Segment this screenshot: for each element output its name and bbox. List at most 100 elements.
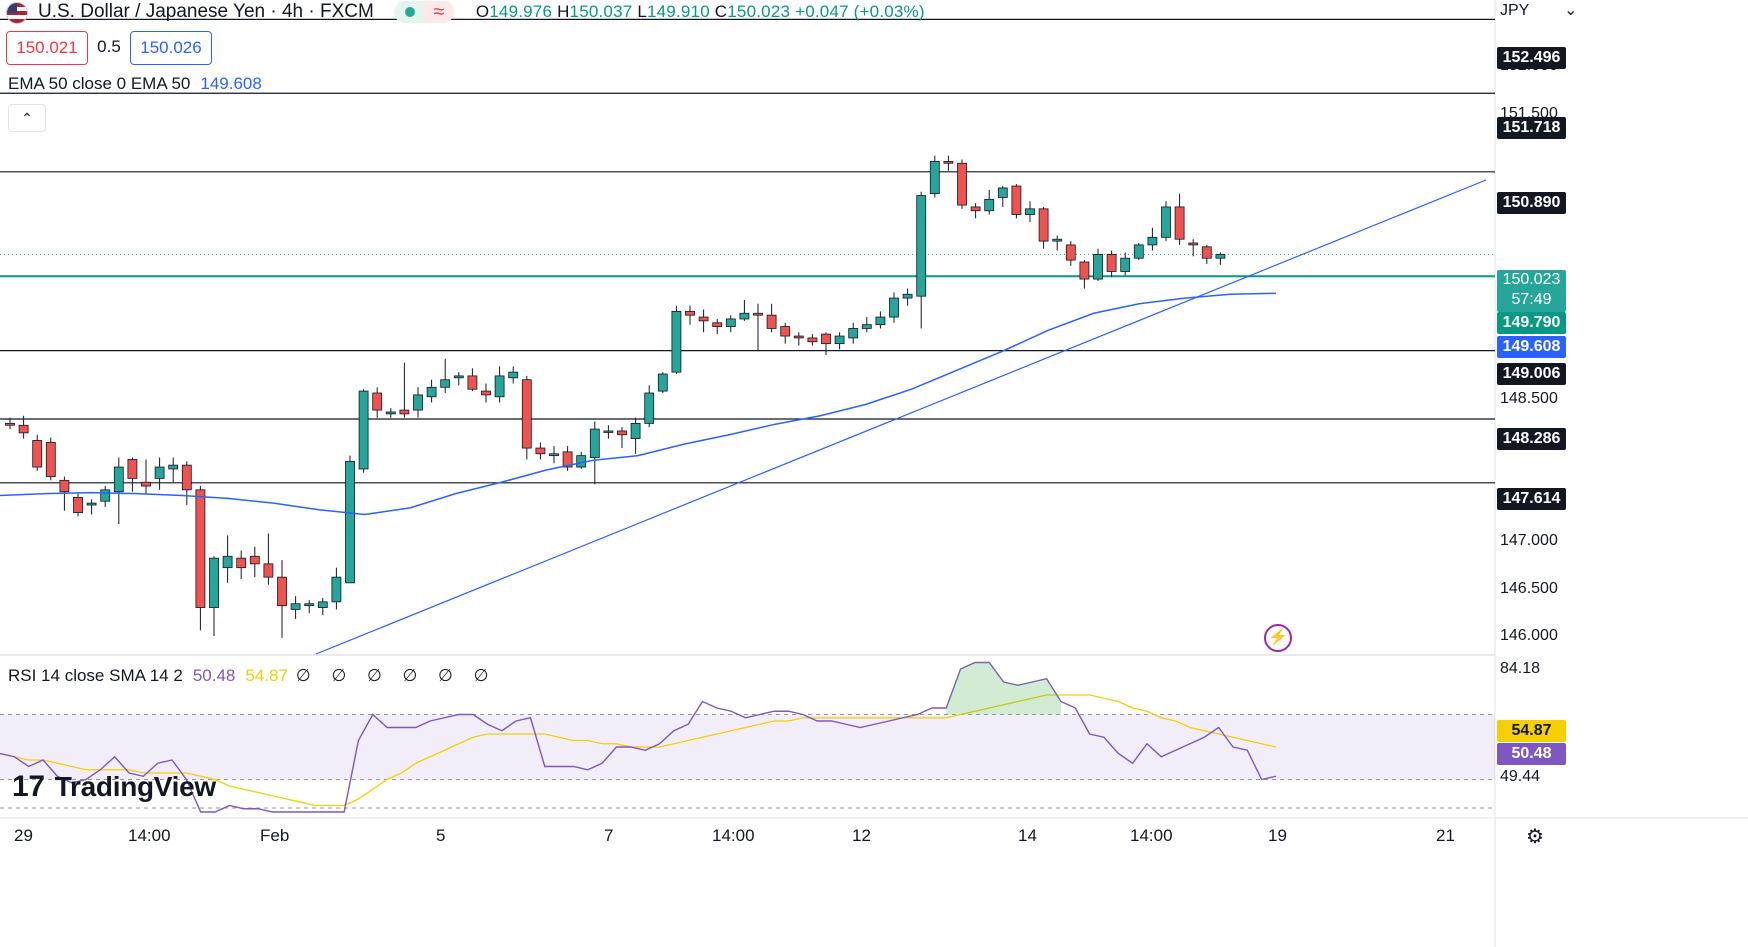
time-label: 7 xyxy=(604,826,614,845)
price-tick-label: 146.000 xyxy=(1500,627,1558,644)
candle-body xyxy=(984,198,995,212)
candle-body xyxy=(929,160,940,195)
candle-body xyxy=(630,422,641,439)
tradingview-logo-text: TradingView xyxy=(54,771,216,802)
candle-body xyxy=(18,424,29,434)
candle-body xyxy=(916,195,927,297)
candle-body xyxy=(32,440,43,468)
time-label: 14 xyxy=(1018,826,1037,845)
candle-body xyxy=(1215,254,1226,259)
candle-body xyxy=(154,466,165,479)
tradingview-logo[interactable]: 17 TradingView xyxy=(12,770,216,804)
candle-body xyxy=(481,390,491,396)
time-label: 5 xyxy=(436,826,446,845)
candle-body xyxy=(1052,238,1063,242)
candle-body xyxy=(304,603,315,607)
candle-body xyxy=(617,430,627,436)
current-price: 150.023 xyxy=(1502,271,1561,288)
level-tag: 150.890 xyxy=(1497,192,1566,214)
rsi-legend-value: 50.48 xyxy=(192,666,236,685)
candle-body xyxy=(508,371,519,379)
candle-body xyxy=(644,392,655,424)
candle-body xyxy=(766,314,777,329)
candle-body xyxy=(73,497,83,514)
rsi-legend-placeholders: ∅ ∅ ∅ ∅ ∅ ∅ xyxy=(295,666,497,685)
candle-body xyxy=(589,428,600,458)
candle-body xyxy=(834,335,845,345)
sma-legend-value: 54.87 xyxy=(245,666,288,685)
ema-legend[interactable]: EMA 50 close 0 EMA 50 149.608 xyxy=(8,74,262,94)
collapse-legend-button[interactable]: ⌃ xyxy=(8,104,46,132)
sell-button[interactable]: 150.021 xyxy=(6,31,88,65)
candle-body xyxy=(290,603,301,610)
chart-header: U.S. Dollar / Japanese Yen · 4h · FXCM ≈… xyxy=(0,0,925,24)
candle-body xyxy=(970,206,981,212)
candle-body xyxy=(236,557,247,569)
candle-body xyxy=(1093,254,1103,280)
candle-body xyxy=(521,379,532,449)
level-tag: 147.614 xyxy=(1497,488,1566,510)
candle-body xyxy=(372,392,383,411)
rsi-legend-label: RSI 14 close SMA 14 2 xyxy=(8,666,183,685)
candle-body xyxy=(875,316,886,326)
candle-body xyxy=(1038,208,1049,242)
ema-price-tag: 149.608 xyxy=(1497,336,1566,358)
level-tag: 149.006 xyxy=(1497,363,1566,385)
candle-body xyxy=(848,328,859,339)
us-flag-icon xyxy=(6,2,28,24)
price-tick-label: 148.500 xyxy=(1500,389,1558,407)
candle-body xyxy=(222,555,233,569)
currency-label: JPY xyxy=(1500,2,1530,19)
candle-body xyxy=(780,326,791,337)
change-value: +0.047 (+0.03%) xyxy=(795,2,925,21)
settings-gear-icon[interactable]: ⚙ xyxy=(1526,826,1544,848)
wave-icon[interactable]: ≈ xyxy=(423,1,454,23)
symbol-title[interactable]: U.S. Dollar / Japanese Yen · 4h · FXCM xyxy=(38,1,374,22)
candle-body xyxy=(1011,185,1022,215)
price-tick-label: 146.500 xyxy=(1500,579,1558,597)
candle-body xyxy=(59,479,70,493)
rsi-axis-bottom: 49.44 xyxy=(1500,768,1541,785)
ohlc-values: O149.976 H150.037 L149.910 C150.023 +0.0… xyxy=(475,2,925,21)
candle-body xyxy=(657,373,668,392)
rsi-sma-line xyxy=(0,694,1277,807)
candle-body xyxy=(1079,261,1090,280)
buy-button[interactable]: 150.026 xyxy=(130,31,212,65)
time-label: Feb xyxy=(260,826,290,845)
rsi-axis-top: 84.18 xyxy=(1500,660,1541,677)
support-tag: 149.790 xyxy=(1497,312,1566,334)
candle-body xyxy=(1120,257,1131,272)
bar-countdown: 57:49 xyxy=(1511,291,1552,308)
currency-selector[interactable]: JPY ⌄ xyxy=(1500,0,1577,22)
candle-body xyxy=(753,312,763,316)
rsi-overbought-fill xyxy=(946,662,1061,715)
candle-body xyxy=(1025,208,1035,215)
candle-body xyxy=(317,601,328,608)
rsi-legend[interactable]: RSI 14 close SMA 14 2 50.48 54.87 ∅ ∅ ∅ ∅ ∅… xyxy=(8,666,496,686)
candle-body xyxy=(821,333,831,345)
candle-body xyxy=(345,460,355,584)
lightning-icon[interactable]: ⚡ xyxy=(1264,624,1292,652)
candle-body xyxy=(943,160,954,164)
candle-body xyxy=(385,411,396,415)
ema-line xyxy=(0,292,1277,516)
time-label: 14:00 xyxy=(128,826,171,845)
candle-body xyxy=(698,316,709,322)
candle-body xyxy=(712,322,723,327)
time-label: 14:00 xyxy=(1130,826,1173,845)
candle-body xyxy=(1065,244,1076,261)
time-label: 21 xyxy=(1436,826,1455,845)
level-tag: 148.286 xyxy=(1497,428,1566,450)
candle-body xyxy=(426,386,437,398)
candle-body xyxy=(263,563,274,578)
candle-body xyxy=(181,464,192,491)
tradingview-logo-mark: 17 xyxy=(12,770,45,803)
candle-body xyxy=(997,187,1008,198)
candle-body xyxy=(331,576,342,603)
level-tag: 151.718 xyxy=(1497,117,1566,139)
market-open-dot-icon[interactable] xyxy=(393,1,424,23)
candle-body xyxy=(86,502,97,506)
candle-body xyxy=(249,555,260,565)
candle-body xyxy=(902,293,913,299)
